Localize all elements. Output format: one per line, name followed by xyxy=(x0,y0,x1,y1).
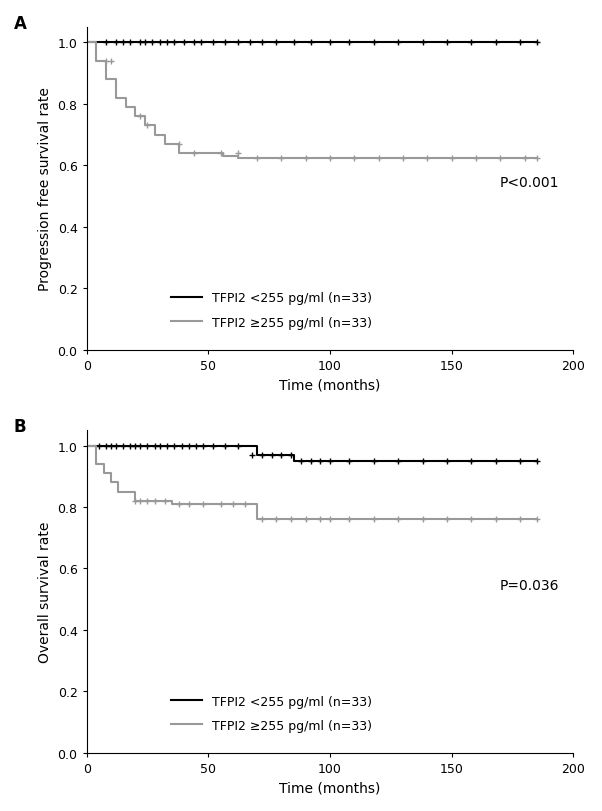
Y-axis label: Progression free survival rate: Progression free survival rate xyxy=(38,88,52,291)
Legend: TFPI2 <255 pg/ml (n=33), TFPI2 ≥255 pg/ml (n=33): TFPI2 <255 pg/ml (n=33), TFPI2 ≥255 pg/m… xyxy=(166,689,377,737)
Text: P=0.036: P=0.036 xyxy=(499,578,559,592)
Y-axis label: Overall survival rate: Overall survival rate xyxy=(38,521,52,663)
Text: A: A xyxy=(14,15,26,33)
Legend: TFPI2 <255 pg/ml (n=33), TFPI2 ≥255 pg/ml (n=33): TFPI2 <255 pg/ml (n=33), TFPI2 ≥255 pg/m… xyxy=(166,287,377,334)
X-axis label: Time (months): Time (months) xyxy=(279,378,380,392)
Text: P<0.001: P<0.001 xyxy=(499,176,559,190)
Text: B: B xyxy=(14,418,26,436)
X-axis label: Time (months): Time (months) xyxy=(279,780,380,794)
